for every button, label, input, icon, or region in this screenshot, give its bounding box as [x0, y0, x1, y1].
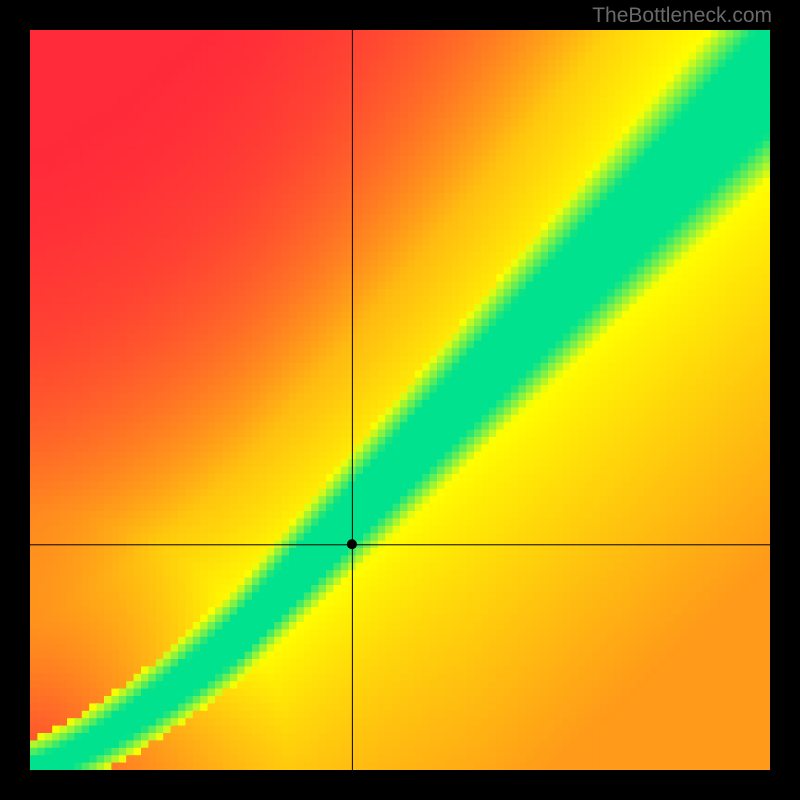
heatmap-plot	[30, 30, 770, 770]
heatmap-canvas	[30, 30, 770, 770]
watermark-text: TheBottleneck.com	[592, 4, 772, 28]
chart-container: TheBottleneck.com	[0, 0, 800, 800]
